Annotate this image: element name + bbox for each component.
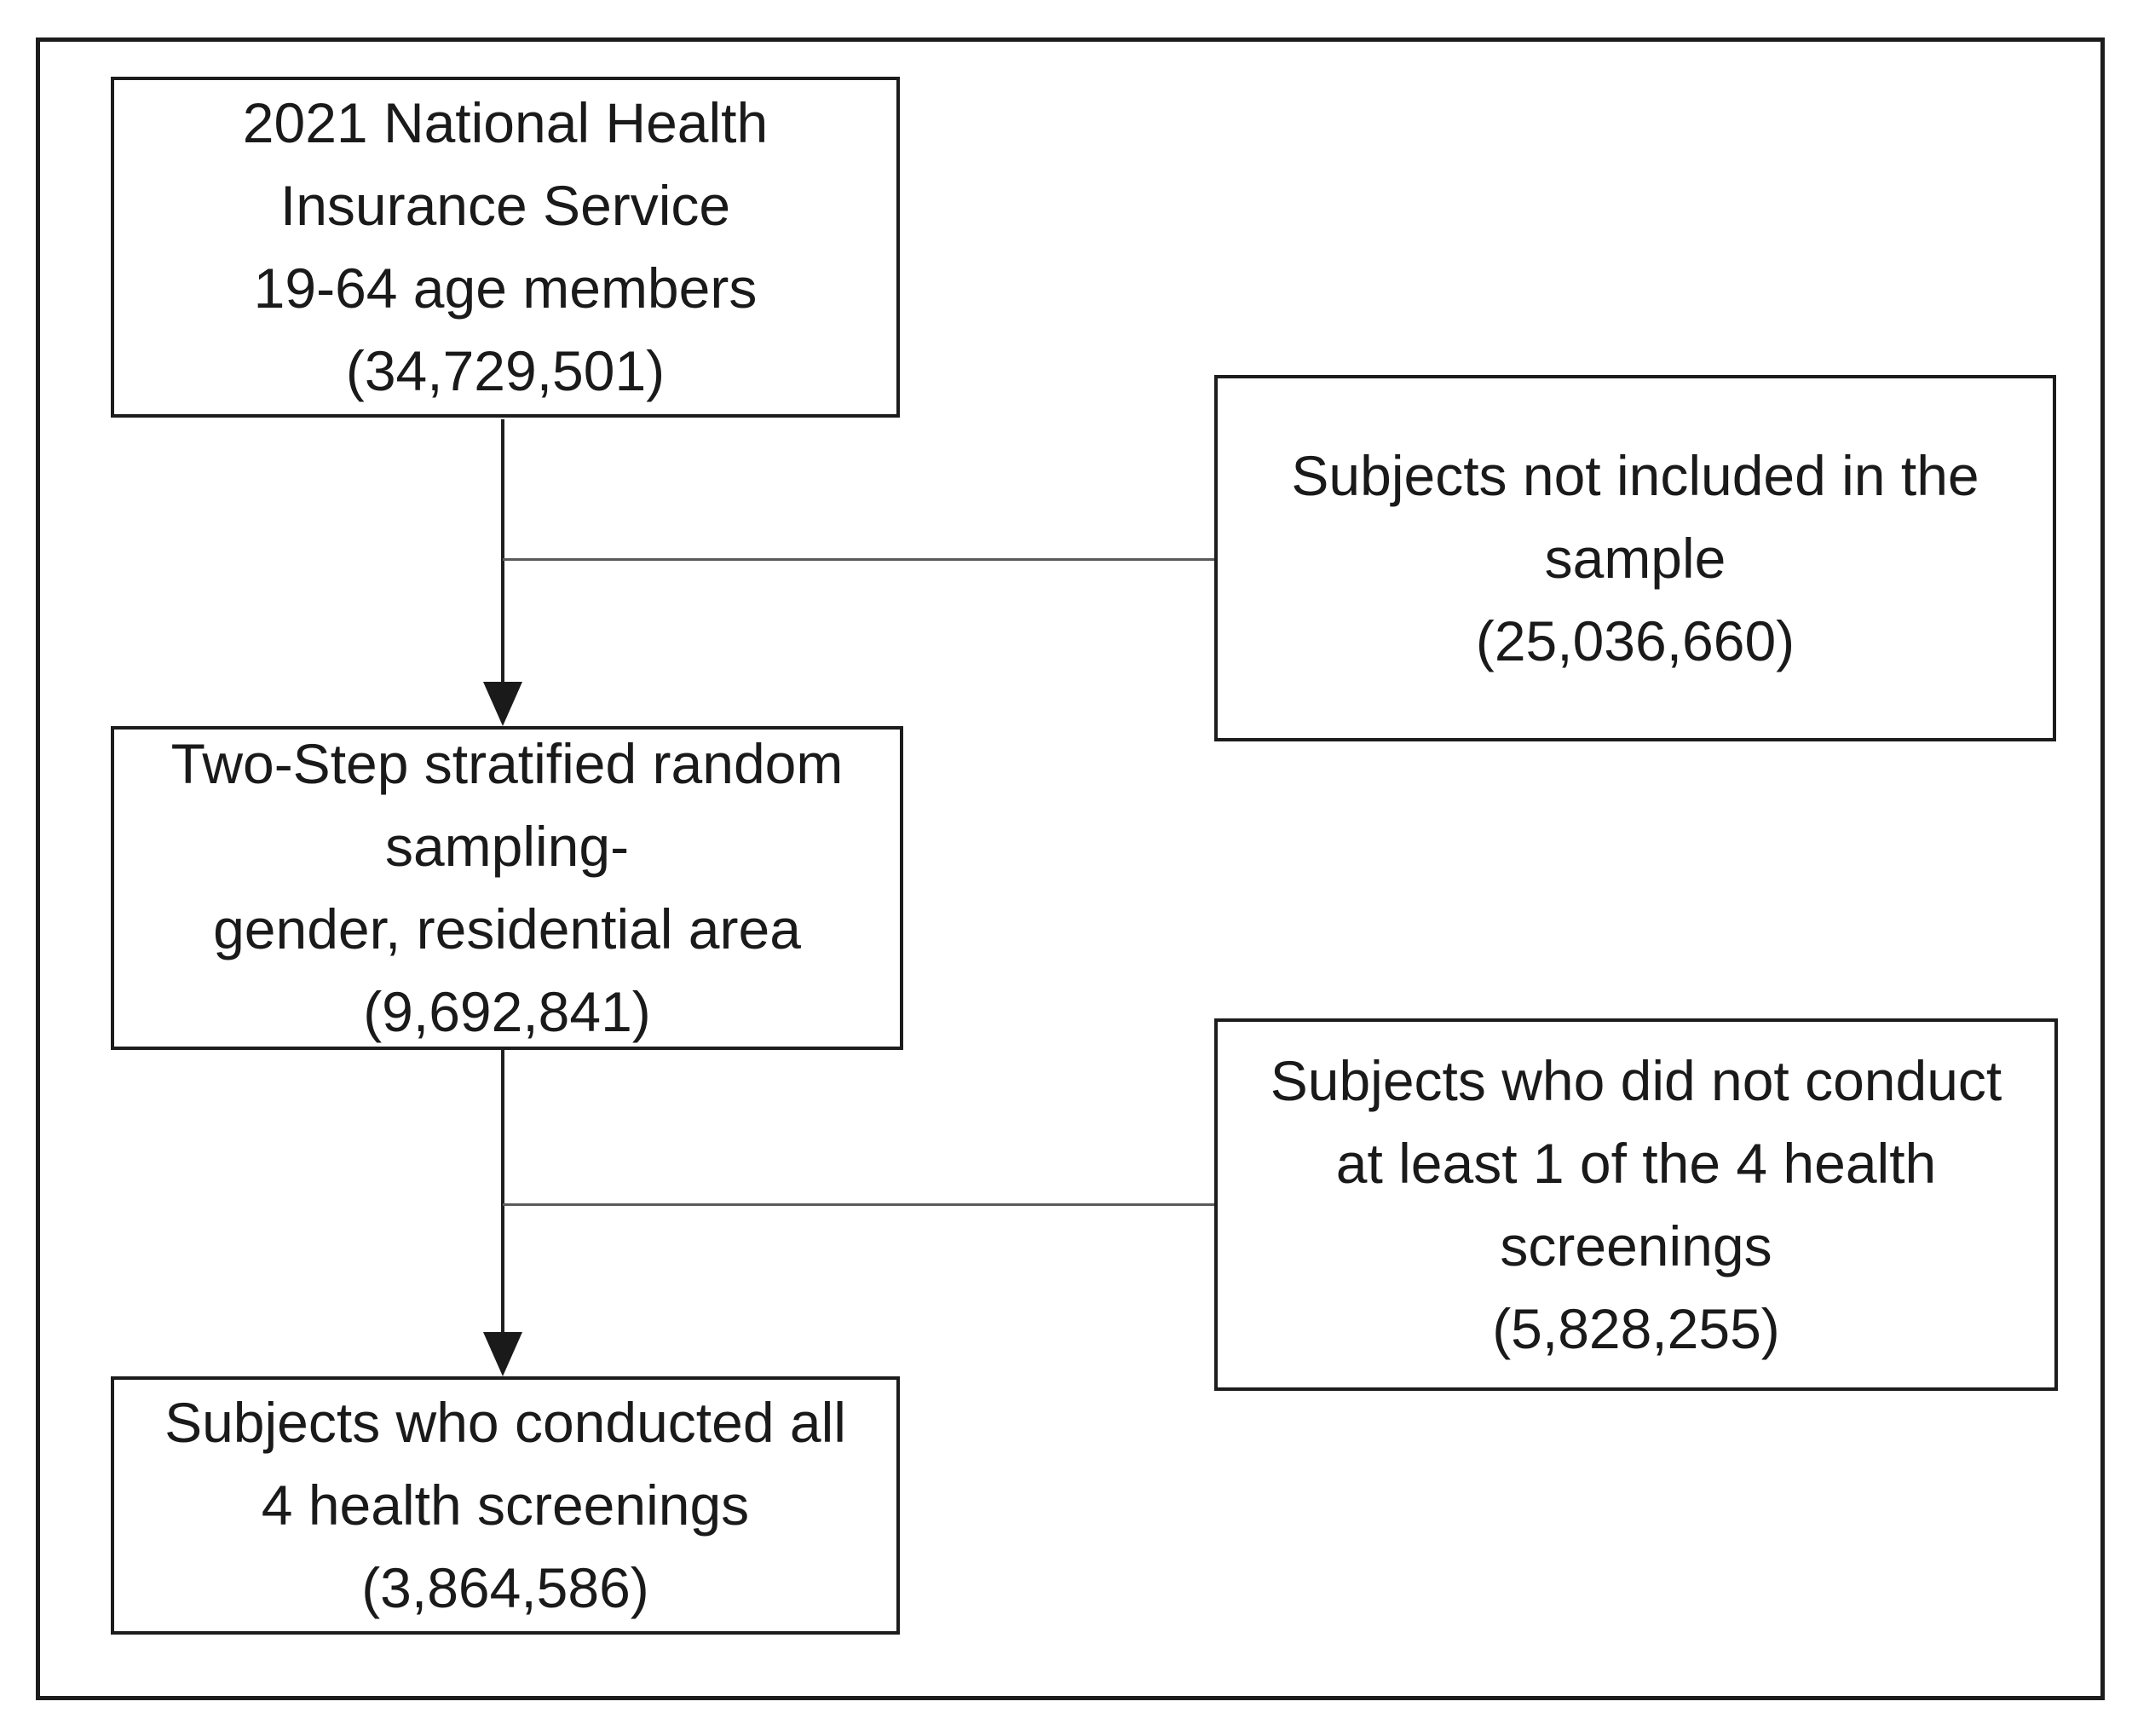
- box-count: (5,828,255): [1492, 1296, 1780, 1360]
- box-text-line: at least 1 of the 4 health: [1335, 1131, 1937, 1195]
- box-count: (3,864,586): [361, 1556, 649, 1619]
- box-stratified-sampling: Two-Step stratified random sampling- gen…: [111, 726, 903, 1050]
- box-text-line: Insurance Service: [279, 174, 731, 237]
- box-text-line: 2021 National Health: [242, 91, 769, 154]
- connector-vertical-1: [501, 419, 504, 688]
- box-count: (34,729,501): [345, 339, 666, 402]
- arrowhead-down-icon: [483, 682, 522, 726]
- box-text-line: sample: [1544, 526, 1726, 590]
- figure-frame: [36, 37, 2105, 1700]
- box-text-line: screenings: [1500, 1214, 1772, 1277]
- box-text-line: sampling-: [384, 815, 630, 878]
- connector-horizontal-2: [503, 1203, 1214, 1206]
- box-text-line: Two-Step stratified random: [170, 732, 844, 795]
- connector-horizontal-1: [503, 558, 1214, 561]
- box-population: 2021 National Health Insurance Service 1…: [111, 77, 900, 418]
- connector-vertical-2: [501, 1048, 504, 1335]
- box-text-line: gender, residential area: [213, 897, 801, 960]
- box-final-sample: Subjects who conducted all 4 health scre…: [111, 1376, 900, 1635]
- box-text-line: 4 health screenings: [261, 1474, 750, 1537]
- box-text-line: 19-64 age members: [253, 257, 758, 320]
- box-text-line: Subjects not included in the: [1291, 443, 1979, 507]
- box-excluded-not-in-sample: Subjects not included in the sample (25,…: [1214, 375, 2056, 741]
- arrowhead-down-icon: [483, 1332, 522, 1376]
- box-text-line: Subjects who did not conduct: [1270, 1048, 2002, 1112]
- box-text-line: Subjects who conducted all: [164, 1391, 846, 1454]
- box-count: (25,036,660): [1475, 608, 1795, 672]
- box-excluded-missing-screenings: Subjects who did not conduct at least 1 …: [1214, 1018, 2058, 1391]
- box-count: (9,692,841): [363, 980, 651, 1043]
